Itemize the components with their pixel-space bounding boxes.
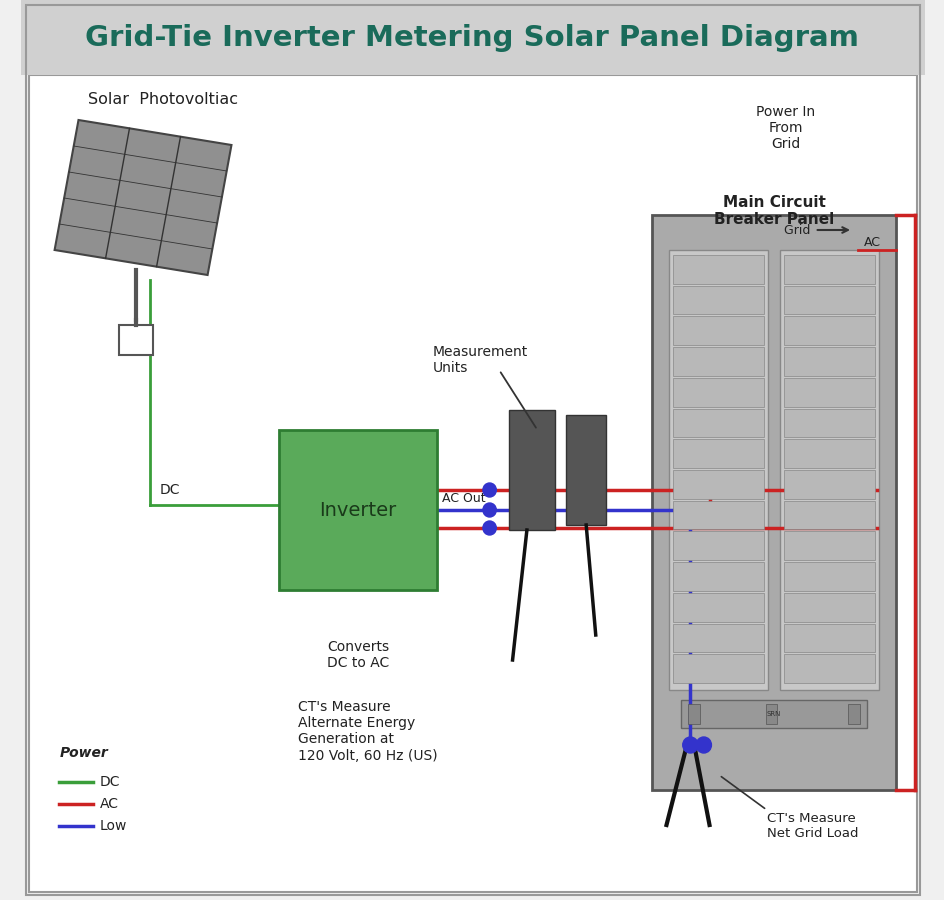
Bar [672, 439, 764, 468]
Bar [672, 500, 764, 529]
Text: Grid: Grid [784, 223, 814, 237]
Text: Low: Low [99, 819, 126, 833]
Bar [672, 654, 764, 683]
Text: CT's Measure
Net Grid Load: CT's Measure Net Grid Load [767, 812, 857, 840]
Text: AC: AC [863, 237, 880, 249]
Bar [672, 378, 764, 407]
Bar [672, 470, 764, 499]
Text: DC: DC [99, 775, 120, 789]
Bar [783, 624, 874, 652]
Bar [21, 0, 923, 75]
Bar [783, 255, 874, 284]
Bar [848, 704, 859, 724]
Bar [783, 500, 874, 529]
Bar [119, 325, 153, 355]
Text: Solar  Photovoltiac: Solar Photovoltiac [88, 93, 238, 107]
Text: DC: DC [160, 483, 180, 497]
Bar [279, 430, 436, 590]
Bar [672, 593, 764, 622]
Bar [672, 255, 764, 284]
Text: Power In
From
Grid: Power In From Grid [755, 105, 815, 151]
Bar [672, 409, 764, 437]
Circle shape [482, 483, 496, 497]
Circle shape [482, 503, 496, 517]
Bar [508, 410, 554, 530]
Circle shape [482, 521, 496, 535]
Bar [783, 562, 874, 591]
Bar [651, 215, 895, 790]
Text: Grid-Tie Inverter Metering Solar Panel Diagram: Grid-Tie Inverter Metering Solar Panel D… [85, 24, 858, 52]
Bar [766, 704, 777, 724]
Bar [672, 285, 764, 314]
Bar [668, 250, 767, 690]
Text: Measurement
Units: Measurement Units [431, 345, 527, 375]
Bar [672, 531, 764, 560]
Bar [783, 378, 874, 407]
Circle shape [682, 737, 698, 753]
Bar [783, 593, 874, 622]
Text: Converts
DC to AC: Converts DC to AC [327, 640, 389, 670]
Text: AC: AC [99, 797, 118, 811]
Text: Main Circuit
Breaker Panel: Main Circuit Breaker Panel [713, 195, 834, 228]
Bar [779, 250, 878, 690]
Bar [783, 347, 874, 376]
Bar [672, 624, 764, 652]
Bar [672, 347, 764, 376]
Bar [783, 654, 874, 683]
Bar [672, 317, 764, 345]
Polygon shape [55, 120, 231, 275]
Bar [783, 409, 874, 437]
Bar [783, 317, 874, 345]
Bar [783, 531, 874, 560]
Bar [688, 704, 700, 724]
Bar [680, 700, 867, 728]
Text: Inverter: Inverter [319, 500, 396, 519]
Bar [672, 562, 764, 591]
Bar [783, 439, 874, 468]
Text: CT's Measure
Alternate Energy
Generation at
120 Volt, 60 Hz (US): CT's Measure Alternate Energy Generation… [298, 700, 438, 762]
Text: SRN: SRN [766, 711, 781, 717]
Bar [565, 415, 606, 525]
Circle shape [696, 737, 711, 753]
Bar [783, 470, 874, 499]
Text: Power: Power [59, 746, 108, 760]
Text: AC Out: AC Out [442, 491, 485, 505]
Bar [783, 285, 874, 314]
